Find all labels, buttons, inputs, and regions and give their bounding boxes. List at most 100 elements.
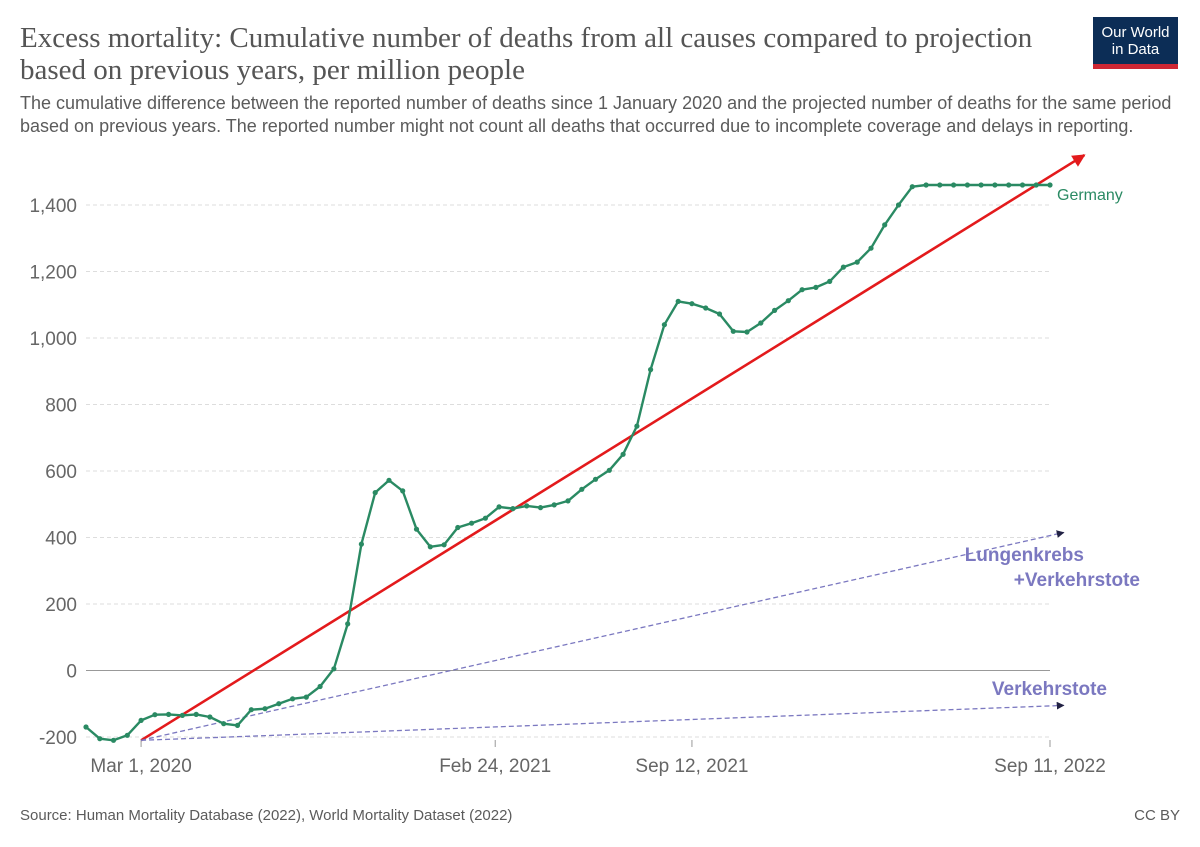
data-point[interactable]: [1047, 182, 1053, 188]
data-point[interactable]: [840, 264, 847, 270]
data-point[interactable]: [441, 542, 447, 548]
data-point[interactable]: [799, 287, 805, 293]
data-point[interactable]: [290, 696, 296, 702]
data-point[interactable]: [551, 502, 557, 508]
data-point[interactable]: [592, 476, 599, 482]
data-point[interactable]: [923, 182, 929, 188]
data-point[interactable]: [400, 488, 406, 494]
logo-line-1: Our World: [1101, 24, 1170, 41]
data-point[interactable]: [785, 298, 791, 304]
data-point[interactable]: [703, 305, 709, 311]
data-point[interactable]: [648, 367, 654, 373]
lungenkrebs-arrow: [140, 530, 1065, 741]
data-point[interactable]: [964, 182, 971, 188]
verkehrstote-arrow: [141, 701, 1065, 741]
license-link[interactable]: CC BY: [1134, 807, 1180, 824]
axes: -200 0 200 400 600 800 1,000 1,200 1,400 Mar 1, 2…: [29, 196, 1105, 777]
chart-subtitle: The cumulative difference between the re…: [20, 93, 1172, 136]
x-tick-label: Sep 11, 2022: [994, 756, 1106, 777]
data-point[interactable]: [97, 736, 103, 742]
data-point[interactable]: [909, 184, 915, 190]
data-point[interactable]: [992, 182, 998, 188]
data-point[interactable]: [482, 515, 488, 521]
y-tick-label: 0: [66, 661, 77, 682]
data-point[interactable]: [179, 712, 185, 719]
data-point[interactable]: [978, 182, 984, 188]
data-point[interactable]: [221, 721, 227, 727]
data-point[interactable]: [895, 202, 902, 208]
data-point[interactable]: [331, 666, 337, 672]
data-point[interactable]: [207, 714, 213, 720]
data-point[interactable]: [606, 467, 612, 473]
data-point[interactable]: [868, 245, 874, 251]
data-point[interactable]: [83, 724, 89, 730]
series: [83, 182, 1053, 743]
data-point[interactable]: [634, 423, 640, 429]
labels: Germany Lungenkrebs +Verkehrstote Verkeh…: [965, 187, 1140, 700]
overlays: [140, 153, 1086, 742]
data-point[interactable]: [372, 490, 378, 496]
data-point[interactable]: [234, 722, 241, 729]
data-point[interactable]: [1006, 182, 1012, 188]
y-tick-label: 200: [45, 595, 77, 616]
y-tick-label: 600: [45, 462, 77, 483]
series-line-germany[interactable]: [85, 183, 1050, 742]
data-point[interactable]: [1019, 182, 1026, 188]
data-point[interactable]: [124, 732, 130, 738]
data-point[interactable]: [138, 717, 144, 724]
data-point[interactable]: [248, 707, 254, 713]
x-tick-label: Feb 24, 2021: [439, 756, 551, 777]
chart-title: Excess mortality: Cumulative number of d…: [20, 22, 1033, 86]
data-point[interactable]: [620, 451, 626, 457]
data-point[interactable]: [854, 259, 860, 265]
data-point[interactable]: [317, 683, 323, 690]
data-point[interactable]: [661, 322, 668, 328]
data-point[interactable]: [813, 284, 819, 290]
y-tick-label: 1,000: [29, 329, 77, 350]
data-point[interactable]: [193, 711, 199, 718]
series-label-germany: Germany: [1057, 187, 1123, 204]
trend-arrow: [140, 153, 1086, 742]
y-tick-label: 400: [45, 528, 77, 549]
source-note[interactable]: Source: Human Mortality Database (2022),…: [20, 807, 513, 824]
y-tick-label: -200: [39, 728, 77, 749]
data-point[interactable]: [510, 506, 516, 512]
data-point[interactable]: [744, 329, 750, 335]
grid: [86, 204, 1050, 738]
x-tick-label: Sep 12, 2021: [635, 756, 748, 777]
data-point[interactable]: [772, 307, 778, 313]
data-point[interactable]: [276, 701, 282, 707]
data-point[interactable]: [827, 278, 833, 284]
data-point[interactable]: [758, 320, 764, 326]
data-point[interactable]: [496, 504, 502, 510]
data-point[interactable]: [152, 712, 158, 718]
data-point[interactable]: [345, 621, 351, 627]
data-point[interactable]: [358, 541, 364, 547]
data-point[interactable]: [469, 520, 475, 526]
data-point[interactable]: [882, 222, 888, 228]
data-point[interactable]: [716, 311, 723, 317]
owid-logo[interactable]: Our World in Data: [1093, 17, 1178, 69]
data-point[interactable]: [303, 694, 309, 700]
data-point[interactable]: [110, 737, 117, 743]
logo-line-2: in Data: [1111, 41, 1160, 58]
data-point[interactable]: [386, 477, 392, 483]
data-point[interactable]: [455, 524, 461, 531]
data-point[interactable]: [675, 298, 681, 304]
data-point[interactable]: [730, 328, 736, 334]
data-point[interactable]: [937, 182, 943, 188]
annotation-lungenkrebs-line1: Lungenkrebs: [965, 545, 1084, 566]
annotation-verkehrstote: Verkehrstote: [992, 679, 1107, 700]
data-point[interactable]: [689, 301, 695, 307]
data-point[interactable]: [427, 544, 433, 550]
data-point[interactable]: [166, 711, 172, 718]
data-point[interactable]: [262, 706, 268, 712]
data-point[interactable]: [951, 182, 957, 188]
data-point[interactable]: [1033, 182, 1039, 188]
data-point[interactable]: [565, 498, 571, 504]
data-point[interactable]: [524, 503, 530, 509]
data-point[interactable]: [413, 526, 420, 532]
data-point[interactable]: [537, 505, 544, 511]
data-point[interactable]: [579, 486, 585, 492]
